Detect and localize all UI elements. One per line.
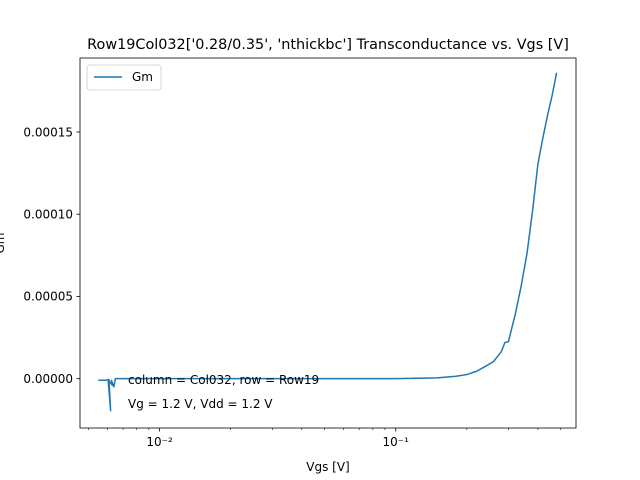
legend-label-gm: Gm	[132, 70, 153, 84]
y-tick-label-3: 0.00015	[23, 125, 73, 139]
plot-background	[80, 58, 576, 428]
x-tick-label-1: 10⁻¹	[383, 435, 410, 449]
y-tick-label-1: 0.00005	[23, 290, 73, 304]
y-axis-label: Gm	[0, 233, 7, 254]
annotations: column = Col032, row = Row19 Vg = 1.2 V,…	[128, 373, 319, 411]
axes-frame	[79, 57, 577, 429]
x-axis-ticks: 10⁻² 10⁻¹	[88, 428, 562, 449]
series-layer	[98, 72, 558, 412]
chart-title: Row19Col032['0.28/0.35', 'nthickbc'] Tra…	[87, 37, 569, 53]
y-axis-ticks: 0.00000 0.00005 0.00010 0.00015	[23, 125, 80, 386]
legend-box	[86, 64, 162, 91]
annotation-location: column = Col032, row = Row19	[128, 373, 319, 387]
x-axis-label: Vgs [V]	[306, 460, 349, 474]
annotation-voltages: Vg = 1.2 V, Vdd = 1.2 V	[128, 397, 273, 411]
y-tick-label-2: 0.00010	[23, 208, 73, 222]
plot-area	[79, 57, 577, 429]
legend: Gm	[86, 64, 162, 91]
y-tick-label-0: 0.00000	[23, 372, 73, 386]
x-tick-label-0: 10⁻²	[146, 435, 173, 449]
